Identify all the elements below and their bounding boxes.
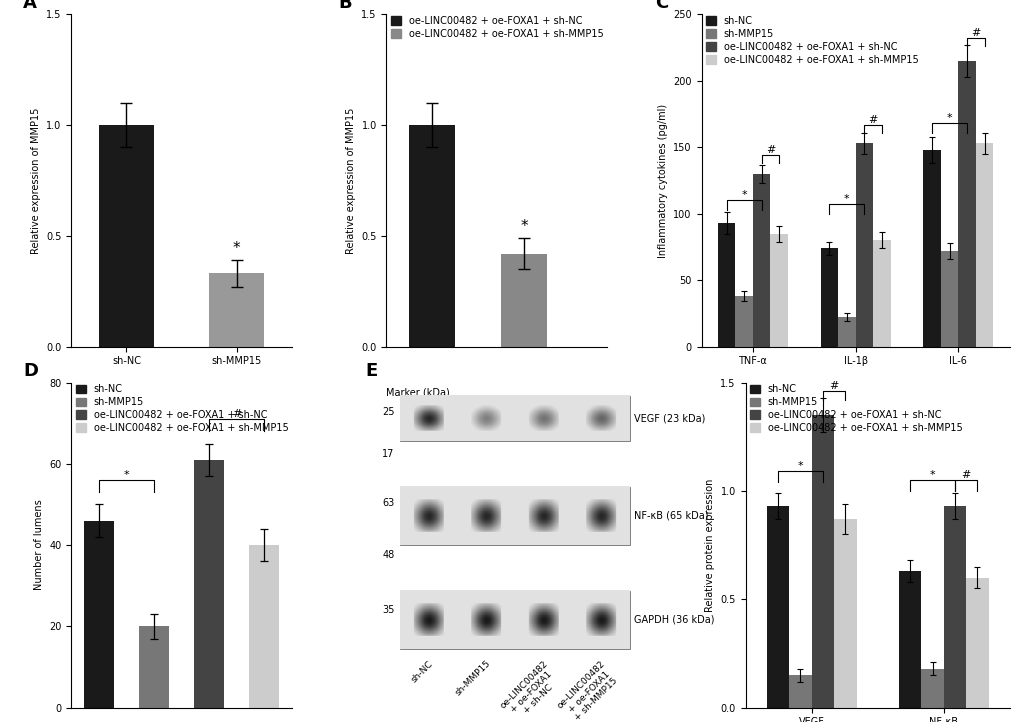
Text: 63: 63 xyxy=(382,498,394,508)
Text: #: # xyxy=(231,409,242,419)
FancyBboxPatch shape xyxy=(399,396,629,441)
Text: E: E xyxy=(365,362,377,380)
Text: #: # xyxy=(765,145,774,155)
Text: GAPDH (36 kDa): GAPDH (36 kDa) xyxy=(633,615,713,625)
Bar xyxy=(735,296,752,347)
Y-axis label: Relative protein expression: Relative protein expression xyxy=(704,479,714,612)
Bar xyxy=(752,174,769,347)
Text: sh-MMP15: sh-MMP15 xyxy=(452,658,492,697)
FancyBboxPatch shape xyxy=(399,487,629,545)
Text: #: # xyxy=(970,28,979,38)
Bar xyxy=(194,460,224,708)
Legend: sh-NC, sh-MMP15, oe-LINC00482 + oe-FOXA1 + sh-NC, oe-LINC00482 + oe-FOXA1 + sh-M: sh-NC, sh-MMP15, oe-LINC00482 + oe-FOXA1… xyxy=(750,384,962,433)
Bar xyxy=(769,234,787,347)
Text: B: B xyxy=(337,0,352,12)
Text: *: * xyxy=(741,191,746,201)
Bar xyxy=(717,223,735,347)
Bar xyxy=(99,125,154,347)
Bar xyxy=(958,61,975,347)
Bar xyxy=(838,318,855,347)
Text: oe-LINC00482
+ oe-FOXA1
+ sh-NC: oe-LINC00482 + oe-FOXA1 + sh-NC xyxy=(498,658,564,722)
Bar xyxy=(920,669,943,708)
FancyBboxPatch shape xyxy=(399,591,629,649)
Bar xyxy=(249,545,279,708)
Bar xyxy=(965,578,987,708)
Bar xyxy=(84,521,114,708)
Bar xyxy=(940,251,958,347)
Text: C: C xyxy=(654,0,667,12)
Legend: oe-LINC00482 + oe-FOXA1 + sh-NC, oe-LINC00482 + oe-FOXA1 + sh-MMP15: oe-LINC00482 + oe-FOXA1 + sh-NC, oe-LINC… xyxy=(391,16,603,39)
Text: *: * xyxy=(844,194,849,204)
Bar xyxy=(811,415,834,708)
Legend: sh-NC, sh-MMP15, oe-LINC00482 + oe-FOXA1 + sh-NC, oe-LINC00482 + oe-FOXA1 + sh-M: sh-NC, sh-MMP15, oe-LINC00482 + oe-FOXA1… xyxy=(76,384,288,433)
Bar xyxy=(872,240,890,347)
Bar xyxy=(500,253,546,347)
Text: D: D xyxy=(23,362,38,380)
Bar xyxy=(975,143,993,347)
Text: NF-κB (65 kDa): NF-κB (65 kDa) xyxy=(633,511,707,521)
Y-axis label: Number of lumens: Number of lumens xyxy=(34,500,44,591)
Text: sh-NC: sh-NC xyxy=(410,658,434,684)
Text: 48: 48 xyxy=(382,550,394,560)
Text: #: # xyxy=(961,470,970,480)
Y-axis label: Inflammatory cytokines (pg/ml): Inflammatory cytokines (pg/ml) xyxy=(657,103,667,258)
Bar xyxy=(820,248,838,347)
Text: *: * xyxy=(797,461,802,471)
Bar xyxy=(834,519,856,708)
Bar xyxy=(855,143,872,347)
Text: *: * xyxy=(520,219,528,234)
Text: VEGF (23 kDa): VEGF (23 kDa) xyxy=(633,414,704,423)
Text: 35: 35 xyxy=(382,605,394,615)
Y-axis label: Relative expression of MMP15: Relative expression of MMP15 xyxy=(345,108,356,253)
Text: *: * xyxy=(232,240,240,256)
Bar xyxy=(789,675,811,708)
Bar xyxy=(209,274,264,347)
Bar xyxy=(943,506,965,708)
Bar xyxy=(409,125,454,347)
Text: oe-LINC00482
+ oe-FOXA1
+ sh-MMP15: oe-LINC00482 + oe-FOXA1 + sh-MMP15 xyxy=(555,658,622,722)
Text: A: A xyxy=(23,0,37,12)
Text: *: * xyxy=(928,470,934,480)
Text: *: * xyxy=(946,113,952,123)
Y-axis label: Relative expression of MMP15: Relative expression of MMP15 xyxy=(31,108,41,253)
Text: #: # xyxy=(867,115,877,125)
Text: *: * xyxy=(123,470,129,480)
Text: Marker (kDa): Marker (kDa) xyxy=(386,388,449,398)
Text: #: # xyxy=(828,381,838,391)
Text: 25: 25 xyxy=(381,407,394,417)
Bar xyxy=(922,150,940,347)
Bar xyxy=(766,506,789,708)
Bar xyxy=(898,571,920,708)
Bar xyxy=(139,626,169,708)
Legend: sh-NC, sh-MMP15, oe-LINC00482 + oe-FOXA1 + sh-NC, oe-LINC00482 + oe-FOXA1 + sh-M: sh-NC, sh-MMP15, oe-LINC00482 + oe-FOXA1… xyxy=(706,16,918,65)
Text: 17: 17 xyxy=(382,449,394,459)
